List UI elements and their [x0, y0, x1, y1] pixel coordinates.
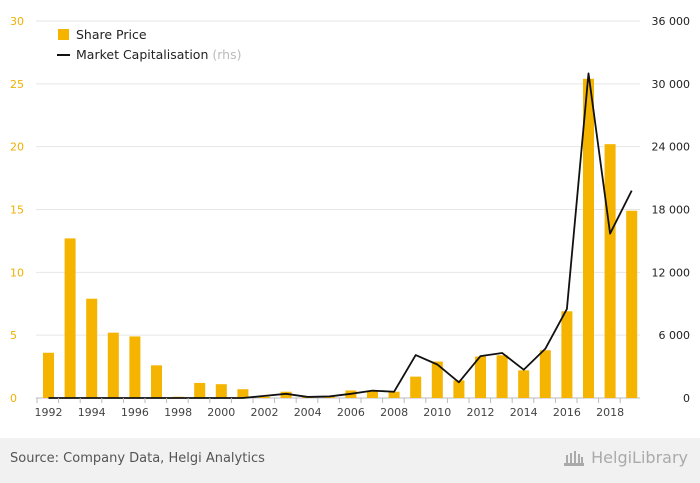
x-tick-label: 1998	[164, 406, 192, 419]
legend-label-market-cap: Market Capitalisation (rhs)	[76, 47, 241, 62]
x-tick-label: 2004	[294, 406, 322, 419]
line-series-market-cap	[48, 72, 633, 399]
y-left-tick-label: 25	[10, 78, 24, 91]
bar-share-price	[561, 311, 573, 398]
x-tick-label: 1992	[35, 406, 63, 419]
x-tick-label: 2006	[337, 406, 365, 419]
bar-share-price	[237, 389, 249, 398]
y-axis-right: 0 6 000 12 000 18 000 24 000 30 000 36 000	[652, 15, 691, 405]
bar-share-price	[475, 356, 486, 398]
bar-share-price	[410, 376, 422, 398]
y-right-tick-label: 12 000	[652, 266, 691, 279]
bar-share-price	[518, 370, 530, 398]
legend-swatch-share-price	[58, 29, 69, 40]
y-right-tick-label: 6 000	[659, 329, 691, 342]
legend: Share Price Market Capitalisation (rhs)	[57, 27, 241, 62]
x-tick-label: 1994	[78, 406, 106, 419]
bar-share-price	[259, 396, 270, 398]
x-tick-label: 2018	[596, 406, 624, 419]
bar-share-price	[86, 298, 98, 398]
x-tick-label: 1996	[121, 406, 149, 419]
x-tick-label: 2000	[207, 406, 235, 419]
y-right-tick-label: 18 000	[652, 204, 691, 217]
x-axis: 1992 1994 1996 1998 2000 2002 2004 2006 2008 2010…	[35, 398, 624, 419]
bar-share-price	[194, 382, 206, 398]
bar-share-price	[626, 210, 638, 398]
y-right-tick-label: 0	[683, 392, 690, 405]
bar-share-price	[388, 391, 400, 398]
x-tick-label: 2014	[510, 406, 538, 419]
chart: 0 5 10 15 20 25 30 0 6 000 12 000 18 000 24 000 30 …	[10, 15, 691, 419]
x-tick-label: 2010	[423, 406, 451, 419]
x-tick-label: 2002	[251, 406, 279, 419]
bar-share-price	[496, 355, 508, 398]
bar-share-price	[367, 390, 378, 398]
bar-share-price	[453, 380, 465, 398]
legend-label-share-price: Share Price	[76, 27, 147, 42]
bar-share-price	[107, 332, 119, 398]
y-right-tick-label: 30 000	[652, 78, 691, 91]
helgi-building-icon	[564, 450, 585, 466]
y-axis-left: 0 5 10 15 20 25 30	[10, 15, 24, 405]
y-left-tick-label: 15	[10, 204, 24, 217]
y-right-tick-label: 36 000	[652, 15, 691, 28]
bar-share-price	[64, 238, 76, 398]
bar-share-price	[431, 361, 443, 398]
bar-share-price	[323, 396, 335, 398]
bar-series-share-price	[43, 78, 638, 398]
y-left-tick-label: 30	[10, 15, 24, 28]
y-left-tick-label: 20	[10, 141, 24, 154]
x-tick-label: 2008	[380, 406, 408, 419]
y-left-tick-label: 10	[10, 266, 24, 279]
bar-share-price	[604, 144, 616, 398]
bar-share-price	[129, 336, 141, 398]
y-left-tick-label: 5	[10, 329, 17, 342]
grid	[36, 20, 640, 399]
line-market-cap	[48, 72, 633, 399]
footer: Source: Company Data, Helgi Analytics He…	[0, 438, 700, 483]
x-tick-label: 2016	[553, 406, 581, 419]
brand-name: HelgiLibrary	[591, 448, 688, 467]
bar-share-price	[583, 78, 594, 398]
bar-share-price	[215, 384, 227, 398]
y-right-tick-label: 24 000	[652, 141, 691, 154]
bar-share-price	[43, 352, 54, 398]
bar-share-price	[151, 365, 162, 398]
x-tick-label: 2012	[467, 406, 495, 419]
brand-logo: HelgiLibrary	[563, 448, 688, 467]
y-left-tick-label: 0	[10, 392, 17, 405]
source-note: Source: Company Data, Helgi Analytics	[10, 451, 265, 466]
bar-share-price	[539, 350, 551, 398]
bar-share-price	[280, 391, 292, 398]
